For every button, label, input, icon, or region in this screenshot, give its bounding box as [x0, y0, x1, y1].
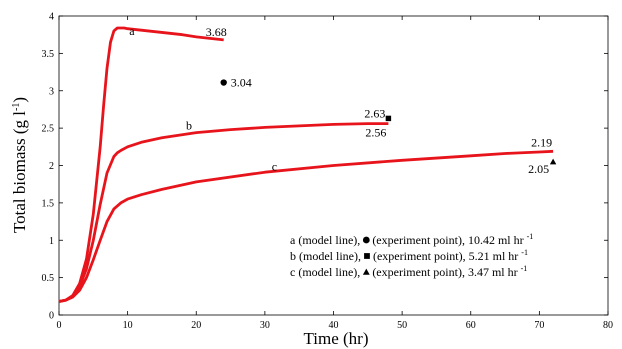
- x-axis-title: Time (hr): [303, 329, 368, 348]
- end-value-c: 2.19: [531, 135, 552, 149]
- legend-prefix: c (model line),: [290, 265, 360, 279]
- legend-prefix: b (model line),: [290, 249, 361, 263]
- model-lines: [58, 26, 554, 303]
- legend-entry: b (model line), (experiment point), 5.21 …: [290, 248, 528, 263]
- x-tick-label: 0: [57, 320, 62, 331]
- end-value-b: 2.56: [365, 126, 386, 140]
- legend-sup: -1: [521, 264, 528, 273]
- legend: a (model line), (experiment point), 10.42…: [290, 232, 533, 279]
- experiment-points: [220, 79, 557, 165]
- legend-entry: c (model line), (experiment point), 3.47 …: [290, 264, 527, 279]
- axis-tick-labels: 0 10 20 30 40 50 60 70 80 0 0.5 1 1.5 2 2.5 3 3.5 4: [42, 12, 614, 332]
- x-tick-label: 10: [123, 320, 133, 331]
- legend-sup: -1: [527, 232, 534, 241]
- x-tick-label: 30: [260, 320, 270, 331]
- model-line-a: [58, 26, 224, 303]
- legend-entry: a (model line), (experiment point), 10.42…: [290, 232, 533, 247]
- y-axis-title-main: Total biomass (g l: [10, 111, 29, 233]
- legend-prefix: a (model line),: [290, 233, 360, 247]
- legend-suffix: (experiment point), 10.42 ml hr -1: [372, 232, 533, 247]
- y-tick-label: 4: [49, 12, 54, 23]
- y-tick-label: 0: [49, 311, 54, 322]
- legend-suffix: (experiment point), 3.47 ml hr -1: [372, 264, 527, 279]
- axis-ticks: [58, 15, 609, 316]
- experiment-value-square: 2.63: [364, 106, 385, 120]
- legend-marker-square: [364, 253, 370, 259]
- value-annotations: a 3.68 b 2.56 c 2.19 3.04 2.63 2.05: [129, 24, 552, 176]
- y-tick-label: 3.5: [42, 49, 55, 60]
- y-axis-title-end: ): [10, 97, 29, 103]
- y-tick-label: 0.5: [42, 273, 55, 284]
- y-axis-title-sup: -1: [11, 103, 22, 111]
- x-tick-label: 70: [534, 320, 544, 331]
- legend-suffix: (experiment point), 5.21 ml hr -1: [373, 248, 528, 263]
- experiment-point-square: [385, 115, 392, 122]
- model-line-b: [58, 122, 389, 303]
- x-tick-label: 50: [397, 320, 407, 331]
- experiment-value-triangle: 2.05: [528, 162, 549, 176]
- legend-marker-triangle: [362, 268, 370, 275]
- experiment-point-triangle: [549, 158, 557, 165]
- y-axis-title: Total biomass (g l-1): [10, 97, 29, 233]
- y-tick-label: 1.5: [42, 198, 55, 209]
- end-value-a: 3.68: [206, 25, 227, 39]
- series-label-b: b: [186, 118, 192, 132]
- experiment-point-circle: [220, 79, 227, 86]
- x-tick-label: 80: [603, 320, 613, 331]
- series-label-c: c: [272, 159, 277, 173]
- legend-marker-circle: [362, 236, 370, 244]
- y-tick-label: 2: [49, 161, 54, 172]
- x-tick-label: 20: [191, 320, 201, 331]
- y-tick-label: 2.5: [42, 124, 55, 135]
- legend-sup: -1: [521, 248, 528, 257]
- series-label-a: a: [129, 24, 135, 38]
- y-tick-label: 3: [49, 86, 54, 97]
- x-tick-label: 40: [329, 320, 339, 331]
- model-line-c: [58, 149, 554, 303]
- experiment-value-circle: 3.04: [231, 76, 252, 90]
- y-tick-label: 1: [49, 236, 54, 247]
- x-tick-label: 60: [466, 320, 476, 331]
